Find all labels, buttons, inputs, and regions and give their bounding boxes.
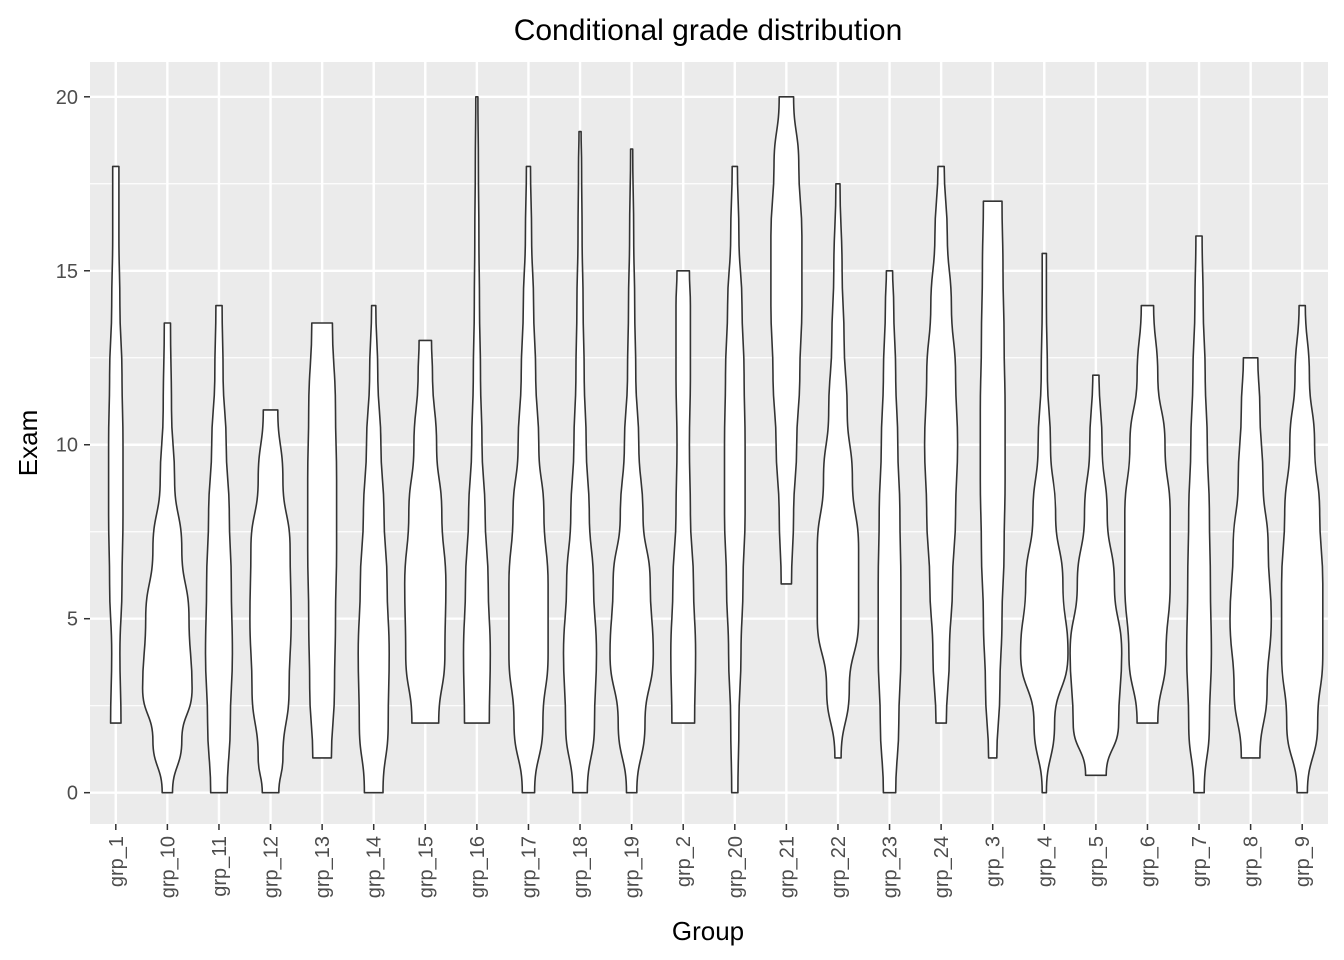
violin-grp_13 xyxy=(306,322,338,759)
x-tick-label: grp_13 xyxy=(312,836,334,898)
x-tick-label: grp_22 xyxy=(828,836,850,898)
x-tick-label: grp_7 xyxy=(1189,836,1211,887)
violin-grp_3 xyxy=(979,200,1006,759)
x-tick-label: grp_16 xyxy=(467,836,489,898)
minor-gridlines xyxy=(90,183,1328,707)
violin-grp_7 xyxy=(1185,235,1213,794)
y-axis: 0 5 10 15 20 xyxy=(56,87,90,805)
x-axis: grp_1 grp_10 grp_11 grp_12 grp_13 grp_14 grp_1… xyxy=(106,824,1314,898)
violin-grp_11 xyxy=(204,304,234,794)
violin-grp_22 xyxy=(816,183,860,759)
y-axis-title: Exam xyxy=(13,410,43,476)
violin-grp_6 xyxy=(1123,304,1172,724)
violin-grp_21 xyxy=(770,96,803,585)
x-tick-label: grp_1 xyxy=(106,836,128,887)
violin-grp_5 xyxy=(1069,374,1123,777)
y-tick-label: 0 xyxy=(67,783,78,805)
violin-grp_19 xyxy=(609,148,655,794)
x-axis-title: Group xyxy=(672,916,744,946)
violin-grp_12 xyxy=(249,409,292,794)
violin-grp_9 xyxy=(1280,304,1324,794)
violin-grp_10 xyxy=(141,322,193,794)
y-tick-label: 20 xyxy=(56,87,78,109)
x-tick-label: grp_2 xyxy=(673,836,695,887)
violin-grp_2 xyxy=(670,270,697,724)
violin-grp_24 xyxy=(923,165,959,724)
plot-panel xyxy=(90,62,1328,824)
y-tick-label: 15 xyxy=(56,261,78,283)
x-tick-label: grp_20 xyxy=(725,836,747,898)
violin-series xyxy=(107,96,1324,794)
violin-grp_23 xyxy=(877,270,902,794)
x-tick-label: grp_8 xyxy=(1241,836,1263,887)
x-tick-label: grp_21 xyxy=(776,836,798,898)
x-tick-label: grp_6 xyxy=(1137,836,1159,887)
violin-grp_15 xyxy=(403,339,447,724)
x-tick-label: grp_19 xyxy=(622,836,644,898)
x-tick-label: grp_17 xyxy=(518,836,540,898)
x-tick-label: grp_15 xyxy=(415,836,437,898)
x-tick-label: grp_10 xyxy=(157,836,179,898)
x-tick-label: grp_4 xyxy=(1034,836,1056,887)
violin-grp_14 xyxy=(357,304,390,794)
violin-grp_1 xyxy=(107,165,124,724)
violin-grp_20 xyxy=(723,165,746,794)
violin-grp_18 xyxy=(562,130,598,794)
x-tick-label: grp_3 xyxy=(983,836,1005,887)
violin-grp_8 xyxy=(1229,357,1273,759)
x-tick-label: grp_12 xyxy=(261,836,283,898)
violin-grp_17 xyxy=(508,165,549,794)
x-tick-label: grp_18 xyxy=(570,836,592,898)
x-tick-label: grp_11 xyxy=(209,836,231,897)
x-tick-label: grp_24 xyxy=(931,836,953,898)
x-tick-label: grp_23 xyxy=(880,836,902,898)
violin-grp_4 xyxy=(1019,252,1069,794)
x-tick-label: grp_9 xyxy=(1292,836,1314,887)
chart-title: Conditional grade distribution xyxy=(514,14,903,47)
x-tick-label: grp_14 xyxy=(364,836,386,898)
x-tick-label: grp_5 xyxy=(1086,836,1108,887)
y-tick-label: 5 xyxy=(67,609,78,631)
y-tick-label: 10 xyxy=(56,435,78,457)
violin-grp_16 xyxy=(462,96,492,724)
